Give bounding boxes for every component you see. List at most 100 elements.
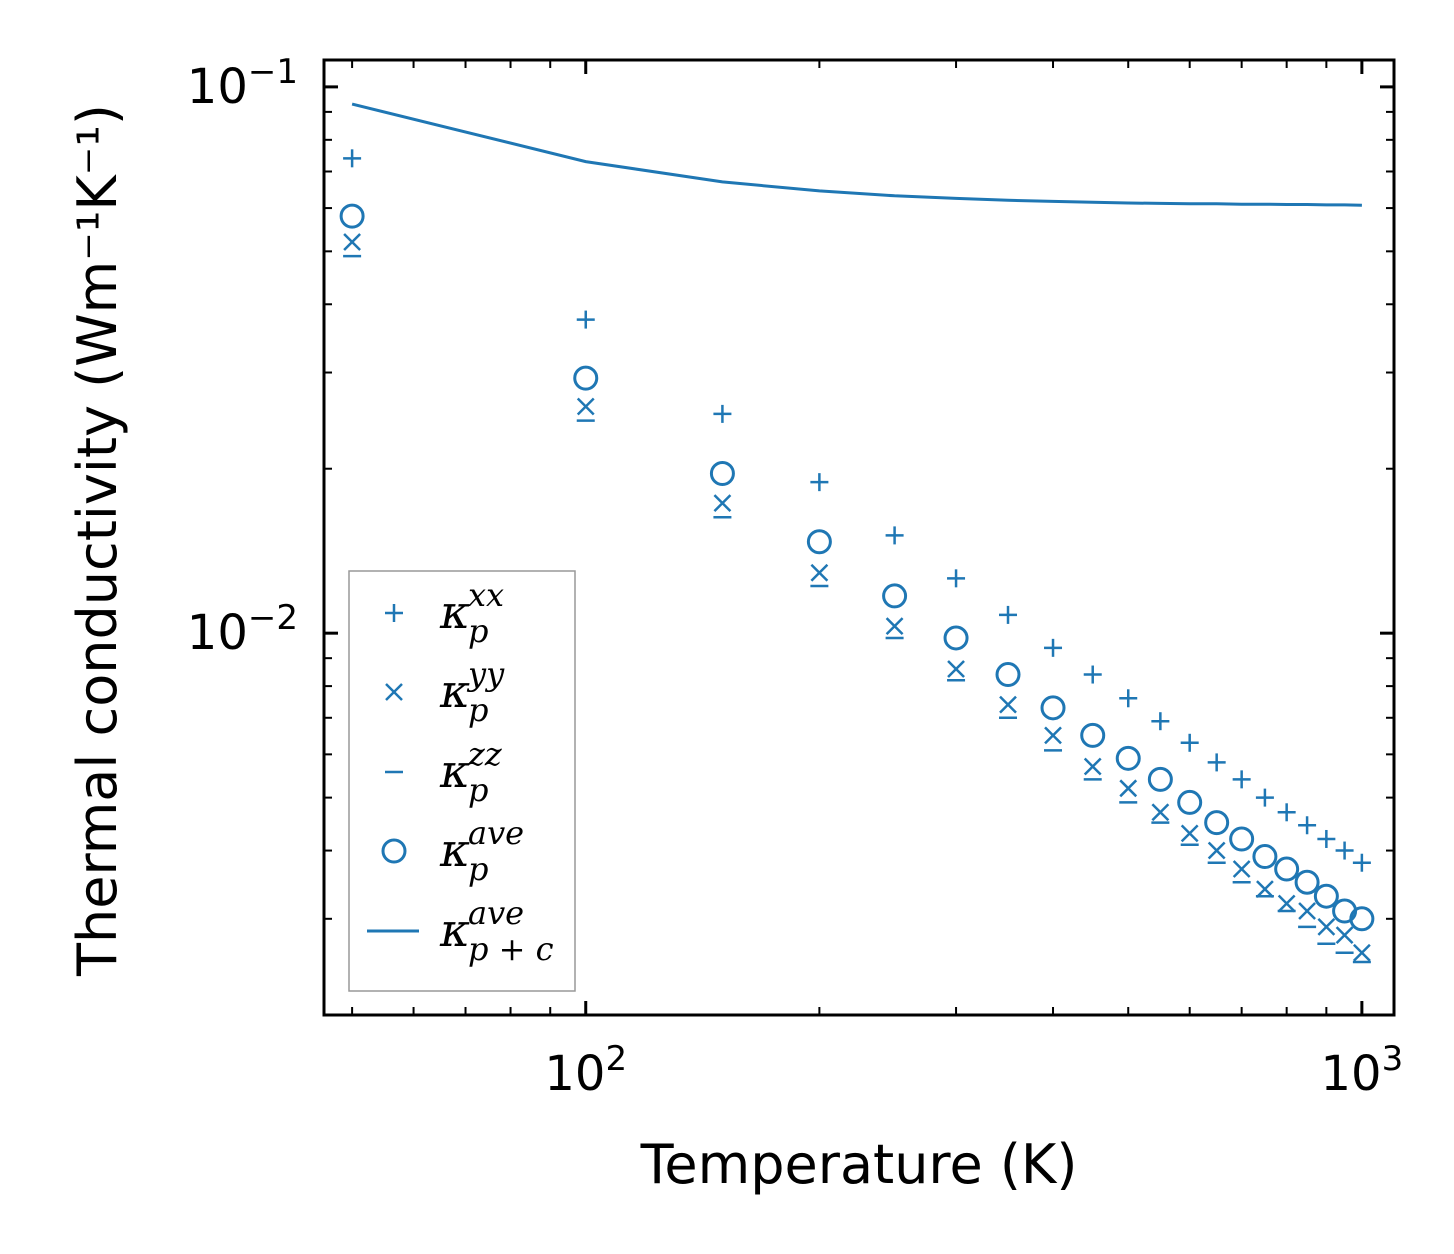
data-point	[1256, 880, 1274, 898]
data-point	[1352, 853, 1371, 872]
legend-marker	[381, 838, 407, 864]
data-point	[1335, 926, 1354, 945]
x-stroke-b	[1083, 757, 1102, 776]
data-point	[1294, 869, 1320, 895]
data-point	[943, 625, 969, 651]
x-stroke-b	[385, 683, 403, 701]
legend-label: κpyy	[439, 655, 505, 729]
legend-label: κpzz	[439, 735, 503, 809]
data-point	[1229, 826, 1255, 852]
data-point	[1177, 789, 1203, 815]
data-point	[1119, 779, 1138, 798]
data-point	[1232, 770, 1251, 789]
data-point	[576, 397, 595, 416]
legend-frame	[348, 570, 576, 992]
x-stroke-b	[1277, 894, 1296, 913]
data-point	[576, 310, 595, 329]
x-stroke-b	[1044, 726, 1062, 745]
data-point	[1313, 883, 1339, 909]
series-kappa_p_zz	[343, 254, 1371, 964]
x-axis-label: Temperature (K)	[640, 1133, 1078, 1196]
data-point	[1317, 829, 1336, 848]
y-tick-label: 10−1	[187, 52, 298, 115]
data-point	[885, 526, 904, 545]
data-point	[1277, 803, 1296, 822]
data-point	[1352, 943, 1371, 962]
x-tick-label: 102	[544, 1039, 627, 1102]
legend-item-kappa_p_ave: κpave	[381, 814, 524, 888]
series-kappa_pc_ave	[351, 102, 1362, 207]
data-point	[806, 529, 832, 555]
data-point	[1080, 722, 1106, 748]
series-kappa_p_yy	[343, 233, 1371, 962]
x-stroke-b	[1232, 860, 1251, 878]
data-point	[947, 569, 966, 588]
x-stroke-b	[343, 233, 361, 251]
series-kappa_p_xx	[343, 149, 1371, 872]
legend-label: κpave	[439, 814, 524, 888]
data-point	[1298, 816, 1317, 835]
data-point	[1274, 856, 1300, 882]
x-stroke-b	[1180, 824, 1199, 843]
plot-frame	[322, 58, 1396, 1017]
x-stroke-b	[1207, 841, 1226, 860]
data-point	[995, 662, 1021, 688]
data-point	[1151, 712, 1170, 731]
data-point	[885, 617, 904, 636]
legend-item-kappa_p_yy: κpyy	[385, 655, 505, 729]
x-stroke-b	[999, 695, 1017, 714]
legend-item-kappa_pc_ave: κp + cave	[367, 894, 554, 968]
data-point	[343, 233, 361, 251]
data-point	[999, 695, 1017, 714]
y-axis-label: Thermal conductivity (Wm⁻¹K⁻¹)	[66, 104, 129, 977]
data-point	[1040, 695, 1066, 721]
data-point	[810, 563, 829, 582]
data-point	[1115, 745, 1141, 771]
data-point	[713, 404, 732, 423]
data-point	[1044, 726, 1062, 745]
data-point	[713, 494, 732, 513]
x-stroke-b	[1352, 943, 1371, 962]
data-point	[1083, 757, 1102, 776]
data-point	[1180, 733, 1199, 752]
data-point	[573, 365, 599, 391]
x-tick-label: 103	[1321, 1039, 1404, 1102]
data-point	[709, 461, 735, 487]
data-point	[1204, 810, 1230, 836]
legend-label: κpxx	[439, 576, 504, 650]
legend-label: κp + cave	[439, 894, 554, 968]
data-point	[947, 660, 965, 678]
data-point	[882, 583, 908, 609]
data-point	[1335, 841, 1354, 860]
data-point	[1255, 788, 1274, 807]
data-point	[1151, 803, 1170, 822]
x-stroke-b	[1335, 926, 1354, 945]
x-stroke-b	[1317, 917, 1336, 936]
legend-item-kappa_p_xx: κpxx	[385, 576, 504, 650]
x-stroke-b	[947, 660, 965, 678]
data-point	[999, 605, 1018, 624]
x-stroke-b	[885, 617, 904, 636]
data-point	[1232, 860, 1251, 878]
tick-labels: 102 103 10−2 10−1	[187, 52, 1403, 1102]
data-point	[1180, 824, 1199, 843]
x-stroke-b	[1119, 779, 1138, 798]
legend-item-kappa_p_zz: κpzz	[385, 735, 503, 809]
data-point	[1277, 894, 1296, 913]
data-point	[1207, 841, 1226, 860]
data-point	[1252, 844, 1278, 870]
series-kappa_p_ave	[339, 203, 1375, 932]
x-stroke-b	[576, 397, 595, 416]
data-point	[1044, 638, 1063, 657]
data-point	[810, 473, 829, 492]
data-point	[339, 203, 365, 229]
y-tick-label: 10−2	[187, 598, 298, 661]
data-marks	[339, 102, 1375, 964]
data-point	[1119, 689, 1138, 708]
legend-marker	[385, 683, 403, 701]
x-stroke-b	[713, 494, 732, 513]
data-point	[1298, 902, 1316, 920]
data-point	[1349, 906, 1375, 932]
